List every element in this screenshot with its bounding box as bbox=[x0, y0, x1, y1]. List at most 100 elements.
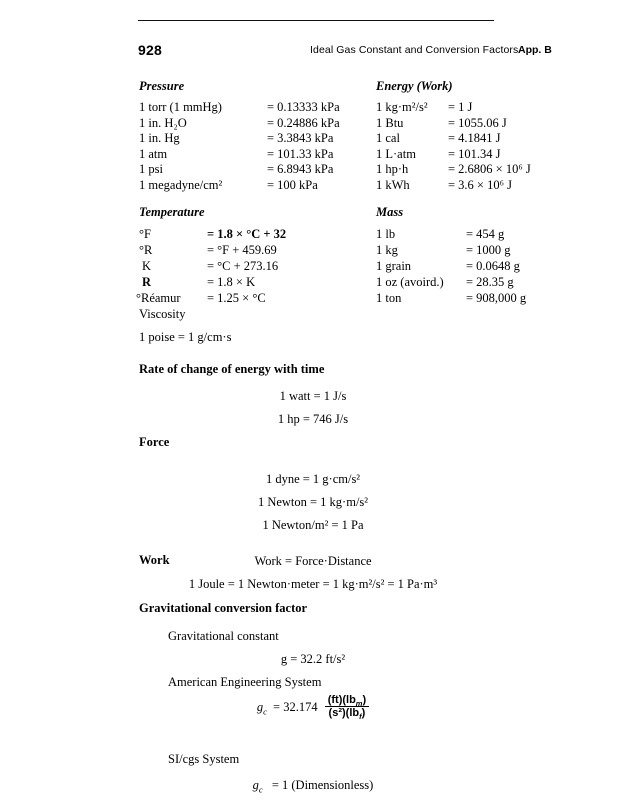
energy-value: = 1 J bbox=[448, 100, 473, 114]
temperature-unit: K bbox=[142, 259, 152, 273]
pressure-value: = 6.8943 kPa bbox=[267, 162, 334, 176]
equation-gc-si: gc = 1 (Dimensionless) bbox=[0, 777, 626, 795]
temperature-unit: °F bbox=[139, 227, 151, 241]
equation-gravitational-constant: g = 32.2 ft/s² bbox=[280, 652, 346, 666]
table-mass: 1 lb = 454 g 1 kg = 1000 g 1 grain = 0.0… bbox=[376, 227, 576, 307]
pressure-unit: 1 torr (1 mmHg) bbox=[139, 100, 222, 114]
table-row: 1 in. Hg = 3.3843 kPa bbox=[139, 131, 354, 147]
energy-unit: 1 cal bbox=[376, 131, 400, 145]
heading-mass: Mass bbox=[376, 205, 404, 219]
table-row: 1 in. H₂O = 0.24886 kPa bbox=[139, 116, 354, 132]
equation-horsepower: 1 hp = 746 J/s bbox=[277, 412, 349, 426]
gc-subscript: c bbox=[263, 706, 267, 717]
label-american-engineering-system: American Engineering System bbox=[168, 675, 322, 689]
temperature-unit: °Réamur bbox=[136, 291, 181, 305]
running-title: Ideal Gas Constant and Conversion Factor… bbox=[310, 44, 519, 56]
heading-rate-of-change: Rate of change of energy with time bbox=[139, 362, 325, 376]
mass-value: = 0.0648 g bbox=[466, 259, 520, 273]
mass-value: = 454 g bbox=[466, 227, 505, 241]
equation-watt: 1 watt = 1 J/s bbox=[279, 389, 347, 403]
heading-pressure: Pressure bbox=[139, 79, 185, 93]
table-row: 1 megadyne/cm² = 100 kPa bbox=[139, 178, 354, 194]
heading-gravitational-conversion-factor: Gravitational conversion factor bbox=[139, 601, 308, 615]
table-row: 1 cal = 4.1841 J bbox=[376, 131, 576, 147]
table-energy: 1 kg·m²/s² = 1 J 1 Btu = 1055.06 J 1 cal… bbox=[376, 100, 576, 193]
table-pressure: 1 torr (1 mmHg) = 0.13333 kPa 1 in. H₂O … bbox=[139, 100, 354, 193]
temperature-value: = °F + 459.69 bbox=[207, 243, 277, 257]
table-row: 1 lb = 454 g bbox=[376, 227, 576, 243]
energy-value: = 2.6806 × 10⁶ J bbox=[448, 162, 531, 176]
mass-unit: 1 lb bbox=[376, 227, 396, 241]
pressure-unit: 1 megadyne/cm² bbox=[139, 177, 223, 192]
energy-unit: 1 Btu bbox=[376, 115, 404, 130]
gc-si-value: = 1 (Dimensionless) bbox=[271, 777, 374, 792]
heading-viscosity: Viscosity bbox=[139, 307, 186, 321]
page-number: 928 bbox=[138, 42, 162, 58]
temperature-value: = 1.25 × °C bbox=[207, 291, 266, 305]
pressure-unit: 1 in. H₂O bbox=[139, 115, 187, 130]
table-row: 1 kg = 1000 g bbox=[376, 243, 576, 259]
table-row: 1 torr (1 mmHg) = 0.13333 kPa bbox=[139, 100, 354, 116]
table-row: °R = °F + 459.69 bbox=[139, 243, 354, 259]
mass-unit: 1 oz (avoird.) bbox=[376, 275, 444, 289]
energy-value: = 3.6 × 10⁶ J bbox=[448, 177, 512, 192]
table-row: R = 1.8 × K bbox=[139, 275, 354, 291]
equation-joule: 1 Joule = 1 Newton·meter = 1 kg·m²/s² = … bbox=[188, 577, 438, 591]
gc-symbol: gc bbox=[256, 700, 267, 717]
pressure-value: = 0.24886 kPa bbox=[267, 115, 340, 130]
table-row: °F = 1.8 × °C + 32 bbox=[139, 227, 354, 243]
pressure-unit: 1 in. Hg bbox=[139, 131, 180, 145]
header-rule bbox=[138, 20, 494, 21]
equation-viscosity: 1 poise = 1 g/cm·s bbox=[139, 330, 232, 344]
equation-newton: 1 Newton = 1 kg·m/s² bbox=[257, 495, 369, 509]
table-row: 1 L·atm = 101.34 J bbox=[376, 147, 576, 163]
equation-dyne: 1 dyne = 1 g·cm/s² bbox=[265, 472, 361, 486]
pressure-value: = 3.3843 kPa bbox=[267, 131, 334, 145]
mass-value: = 908,000 g bbox=[466, 291, 527, 305]
energy-value: = 101.34 J bbox=[448, 146, 501, 161]
heading-force: Force bbox=[139, 435, 170, 449]
table-row: 1 ton = 908,000 g bbox=[376, 291, 576, 307]
pressure-unit: 1 psi bbox=[139, 162, 163, 176]
table-row: K = °C + 273.16 bbox=[139, 259, 354, 275]
pressure-value: = 101.33 kPa bbox=[267, 146, 334, 161]
mass-unit: 1 ton bbox=[376, 291, 402, 305]
equation-pascal: 1 Newton/m² = 1 Pa bbox=[262, 518, 364, 532]
pressure-value: = 0.13333 kPa bbox=[267, 100, 340, 114]
temperature-value: = 1.8 × °C + 32 bbox=[207, 227, 287, 241]
appendix-reference: App. B bbox=[518, 44, 552, 56]
mass-unit: 1 grain bbox=[376, 259, 412, 273]
gc-value: = 32.174 bbox=[273, 700, 318, 714]
table-row: 1 kg·m²/s² = 1 J bbox=[376, 100, 576, 116]
gc-denominator: (s²)(lbf) bbox=[324, 706, 370, 720]
table-temperature: °F = 1.8 × °C + 32 °R = °F + 459.69 K = … bbox=[136, 227, 354, 307]
temperature-unit: R bbox=[142, 275, 152, 289]
equation-gc-american: gc = 32.174 (ft)(lbm) (s²)(lbf) bbox=[0, 694, 626, 720]
temperature-value: = 1.8 × K bbox=[207, 275, 256, 289]
table-row: 1 Btu = 1055.06 J bbox=[376, 116, 576, 132]
pressure-value: = 100 kPa bbox=[267, 177, 318, 192]
running-head: 928 Ideal Gas Constant and Conversion Fa… bbox=[138, 42, 552, 60]
energy-unit: 1 L·atm bbox=[376, 146, 416, 161]
equation-work-definition: Work = Force·Distance bbox=[254, 554, 372, 568]
energy-value: = 1055.06 J bbox=[448, 115, 507, 130]
energy-unit: 1 kWh bbox=[376, 177, 410, 192]
heading-energy: Energy (Work) bbox=[376, 79, 453, 93]
table-row: 1 oz (avoird.) = 28.35 g bbox=[376, 275, 576, 291]
mass-unit: 1 kg bbox=[376, 243, 398, 257]
mass-value: = 1000 g bbox=[466, 243, 511, 257]
table-row: 1 hp·h = 2.6806 × 10⁶ J bbox=[376, 162, 576, 178]
heading-work: Work bbox=[139, 553, 170, 567]
mass-value: = 28.35 g bbox=[466, 275, 514, 289]
temperature-unit: °R bbox=[139, 243, 153, 257]
table-row: 1 grain = 0.0648 g bbox=[376, 259, 576, 275]
gc-symbol-si: gc bbox=[252, 777, 263, 795]
label-si-cgs-system: SI/cgs System bbox=[168, 752, 240, 766]
table-row: 1 atm = 101.33 kPa bbox=[139, 147, 354, 163]
energy-value: = 4.1841 J bbox=[448, 131, 501, 145]
energy-unit: 1 kg·m²/s² bbox=[376, 100, 428, 114]
pressure-unit: 1 atm bbox=[139, 146, 168, 161]
temperature-value: = °C + 273.16 bbox=[207, 259, 279, 273]
label-gravitational-constant: Gravitational constant bbox=[168, 629, 279, 643]
